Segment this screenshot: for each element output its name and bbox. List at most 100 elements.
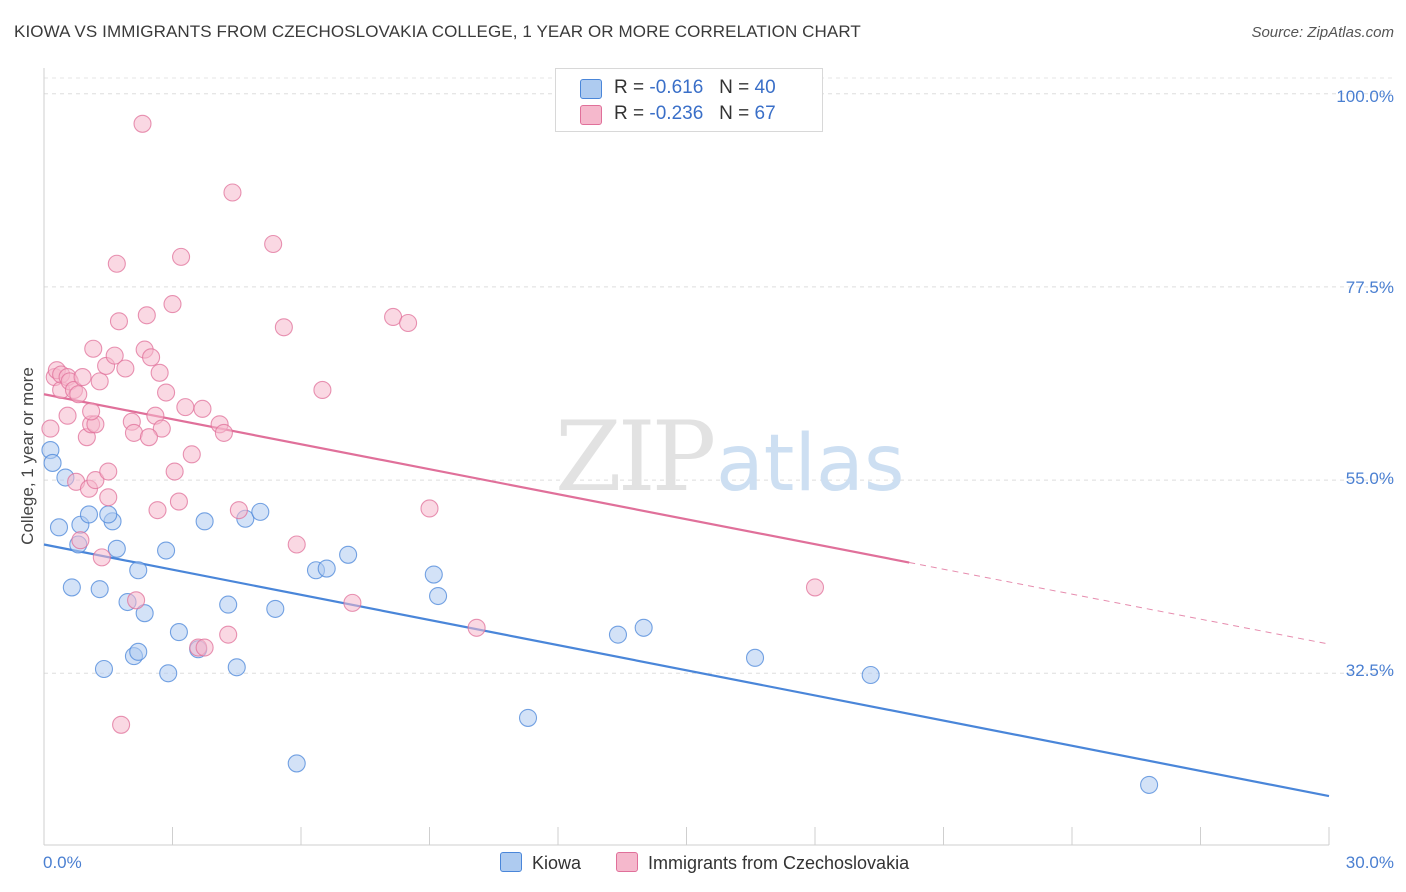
data-point-series-1 [805, 578, 825, 597]
data-point-series-1 [229, 501, 248, 520]
data-point-series-1 [343, 593, 362, 612]
data-point-series-0 [429, 586, 448, 606]
data-point-series-0 [424, 565, 443, 584]
data-point-series-1 [176, 398, 195, 417]
watermark-atlas: atlas [716, 419, 905, 509]
data-point-series-1 [150, 363, 169, 382]
data-point-series-1 [137, 306, 156, 325]
data-point-series-0 [107, 539, 126, 558]
data-point-series-1 [172, 247, 191, 266]
data-point-series-1 [274, 318, 293, 337]
data-point-series-1 [41, 419, 60, 438]
data-point-series-0 [518, 708, 538, 727]
data-point-series-0 [861, 665, 880, 685]
legend-n-label: N = [719, 77, 750, 98]
legend-czech: Immigrants from Czechoslovakia [616, 852, 909, 874]
y-tick-label: 77.5% [1345, 278, 1394, 297]
data-point-series-1 [127, 591, 146, 610]
x-tick-marks [172, 827, 1330, 845]
data-point-series-0 [49, 518, 69, 537]
y-tick-label: 32.5% [1345, 661, 1394, 680]
trend-lines [43, 393, 1330, 798]
x-tick-label-start: 0.0% [43, 853, 82, 872]
data-point-series-0 [90, 580, 109, 599]
data-point-series-0 [634, 618, 653, 637]
data-point-series-1 [90, 372, 109, 391]
data-point-series-1 [99, 488, 118, 507]
data-point-series-1 [69, 385, 88, 404]
data-point-series-0 [157, 541, 176, 560]
data-point-series-1 [84, 339, 103, 358]
data-point-series-1 [99, 462, 118, 481]
data-point-series-0 [608, 625, 628, 644]
data-point-series-0 [99, 505, 118, 524]
data-point-series-0 [1140, 775, 1159, 794]
data-point-series-1 [142, 348, 161, 367]
x-tick-label-end: 30.0% [1345, 853, 1394, 872]
data-point-series-1 [124, 423, 143, 442]
data-point-series-0 [251, 502, 270, 521]
data-point-series-1 [219, 625, 238, 644]
legend-r-label: R = [614, 103, 645, 124]
legend-czech-label: Immigrants from Czechoslovakia [648, 853, 910, 873]
trend-line-dashed-1 [909, 562, 1330, 645]
data-points [41, 114, 1159, 794]
legend-kiowa-swatch [500, 852, 522, 872]
data-point-series-1 [399, 313, 418, 333]
source-label: Source: ZipAtlas.com [1251, 24, 1394, 41]
trend-line-0 [43, 543, 1330, 798]
watermark-zip: ZIP [555, 401, 714, 513]
data-point-series-0 [129, 642, 148, 661]
data-point-series-0 [745, 648, 765, 667]
data-point-series-0 [62, 578, 81, 597]
data-point-series-0 [287, 754, 306, 773]
data-point-series-0 [317, 559, 336, 578]
data-point-series-1 [116, 359, 135, 378]
data-point-series-0 [227, 658, 246, 677]
legend-kiowa-label: Kiowa [532, 853, 582, 873]
data-point-series-0 [266, 599, 285, 618]
data-point-series-1 [109, 312, 129, 331]
legend-swatch-czech [580, 105, 602, 125]
data-point-series-1 [182, 445, 201, 464]
data-point-series-0 [159, 664, 178, 683]
y-tick-label: 100.0% [1336, 87, 1394, 106]
y-axis-label: College, 1 year or more [18, 367, 37, 545]
data-point-series-1 [133, 114, 152, 133]
data-point-series-1 [157, 383, 176, 402]
data-point-series-0 [195, 512, 214, 531]
data-point-series-1 [163, 295, 182, 314]
data-point-series-1 [264, 234, 283, 254]
legend-n-value: 40 [754, 77, 776, 98]
data-point-series-1 [71, 531, 90, 550]
data-point-series-0 [169, 623, 188, 642]
data-point-series-1 [139, 428, 158, 447]
data-point-series-1 [152, 419, 171, 438]
data-point-series-1 [112, 715, 131, 734]
data-point-series-1 [105, 346, 124, 365]
data-point-series-1 [73, 368, 92, 387]
data-point-series-0 [135, 604, 154, 623]
data-point-series-1 [107, 254, 126, 273]
data-point-series-1 [193, 399, 212, 418]
data-point-series-1 [214, 423, 233, 442]
data-point-series-0 [129, 561, 148, 580]
data-point-series-1 [313, 380, 332, 400]
legend-czech-swatch [616, 852, 638, 872]
legend-n-label: N = [719, 103, 750, 124]
data-point-series-1 [86, 471, 105, 490]
data-point-series-0 [219, 595, 238, 614]
data-point-series-1 [92, 548, 111, 567]
y-tick-label: 55.0% [1345, 469, 1394, 488]
chart-title: KIOWA VS IMMIGRANTS FROM CZECHOSLOVAKIA … [14, 22, 861, 41]
data-point-series-0 [43, 453, 62, 472]
data-point-series-1 [223, 183, 242, 202]
legend-r-value: -0.616 [649, 77, 704, 98]
data-point-series-1 [58, 406, 77, 425]
data-point-series-1 [195, 638, 214, 657]
data-point-series-1 [148, 501, 167, 520]
legend-r-value: -0.236 [649, 103, 704, 124]
data-point-series-0 [94, 659, 114, 679]
legend-n-value: 67 [754, 103, 776, 124]
